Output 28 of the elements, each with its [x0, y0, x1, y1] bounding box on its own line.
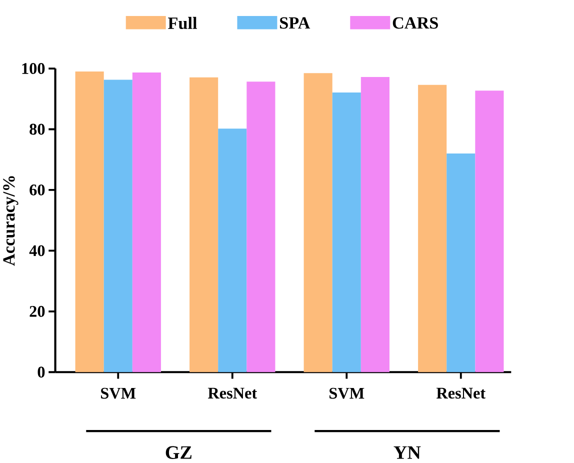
bar — [418, 85, 447, 372]
bar — [218, 128, 247, 372]
bar — [104, 80, 132, 372]
bar — [246, 82, 276, 372]
text: GZ — [166, 446, 192, 460]
y-tick-label: 60 — [30, 184, 45, 196]
text: YN — [394, 446, 421, 460]
y-tick-label: 20 — [30, 306, 45, 318]
x-tick-label: ResNet — [436, 388, 486, 399]
legend-label: Full — [168, 17, 197, 30]
bar — [190, 78, 218, 372]
y-tick-label: 0 — [38, 366, 45, 378]
legend-label: SPA — [280, 17, 310, 29]
y-tick-label: 40 — [29, 245, 45, 256]
y-tick-label: 100 — [22, 63, 45, 74]
y-axis-title: Accuracy/% — [3, 176, 18, 266]
x-tick-label: ResNet — [208, 388, 258, 399]
bar — [332, 92, 361, 372]
bar — [475, 90, 504, 372]
bar — [75, 72, 104, 372]
bar — [360, 77, 390, 372]
legend-label: CARS — [392, 17, 438, 29]
bar — [304, 73, 332, 372]
x-tick-label: SVM — [101, 388, 136, 400]
bar — [132, 72, 161, 372]
x-tick-label: SVM — [330, 388, 364, 400]
y-tick-label: 80 — [30, 124, 45, 135]
bar — [446, 154, 476, 372]
